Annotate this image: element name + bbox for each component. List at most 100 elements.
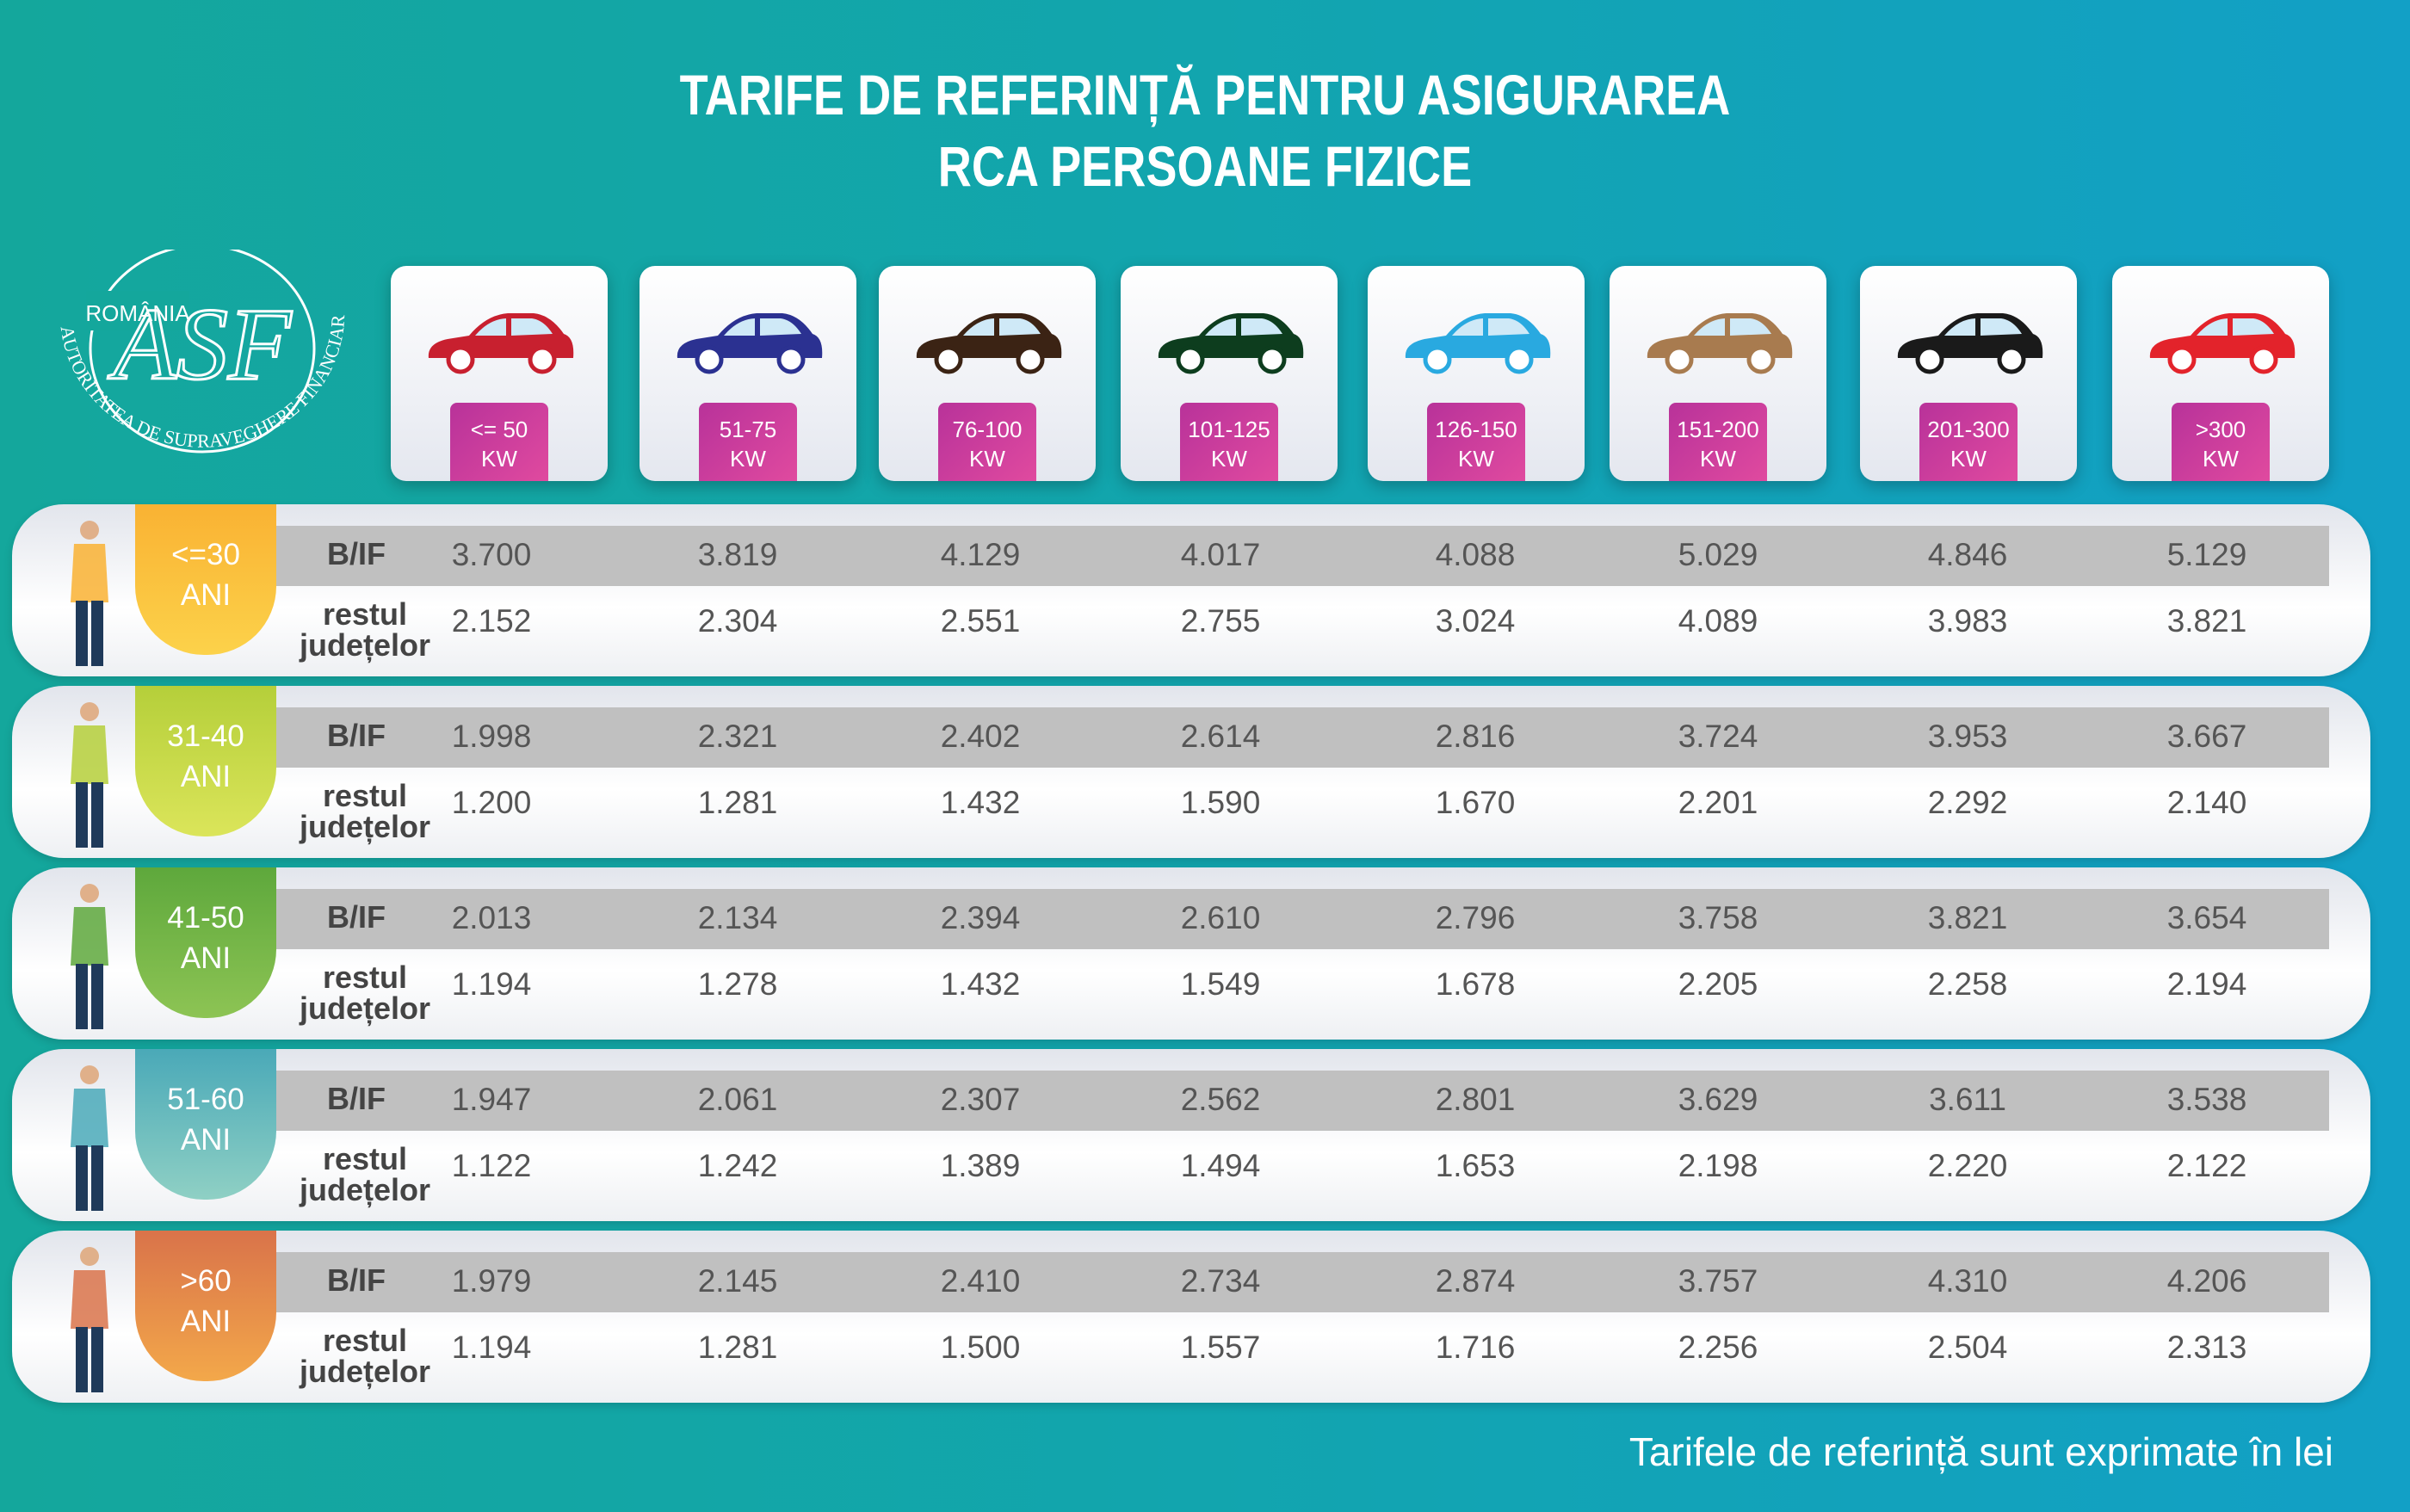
- rest-tariff: 1.281: [697, 1330, 778, 1365]
- suv-icon: [1647, 313, 1793, 374]
- bif-tariff: 4.017: [1180, 537, 1261, 572]
- convertible-icon: [1897, 313, 2043, 374]
- rest-tariff: 2.201: [1678, 785, 1758, 820]
- age-unit: ANI: [180, 941, 232, 975]
- bif-tariff: 3.821: [1927, 900, 2008, 935]
- rest-tariff: 2.551: [940, 603, 1021, 639]
- rest-tariff: 2.304: [697, 603, 778, 639]
- asf-logo: ROMÂNIA ASF AUTORITATEA DE SUPRAVEGHERE …: [43, 250, 349, 454]
- person-icon: [71, 884, 108, 1029]
- sedan-icon: [916, 313, 1062, 374]
- label-rest-line2: județelor: [299, 1172, 430, 1207]
- bif-tariff: 2.610: [1180, 900, 1261, 935]
- rest-tariff: 2.755: [1180, 603, 1261, 639]
- bif-band: [276, 1071, 2329, 1131]
- rest-tariff: 1.590: [1180, 785, 1261, 820]
- rest-tariff: 1.194: [451, 966, 532, 1002]
- rest-tariff: 1.670: [1435, 785, 1516, 820]
- minivan-icon: [1158, 313, 1304, 374]
- rest-tariff: 2.313: [2166, 1330, 2247, 1365]
- bif-tariff: 2.134: [697, 900, 778, 935]
- label-bif: B/IF: [327, 1081, 386, 1116]
- label-rest-line1: restul: [322, 960, 408, 995]
- rest-tariff: 1.242: [697, 1148, 778, 1183]
- power-range: 76-100: [952, 417, 1023, 442]
- bif-tariff: 2.614: [1180, 719, 1261, 754]
- rest-tariff: 1.678: [1435, 966, 1516, 1002]
- label-rest: restul județelor: [279, 1144, 451, 1206]
- bif-tariff: 2.307: [940, 1082, 1021, 1117]
- age-badge: 31-40 ANI: [135, 686, 276, 836]
- bif-tariff: 3.611: [1929, 1082, 2006, 1117]
- label-rest: restul județelor: [279, 599, 451, 661]
- age-range: 31-40: [167, 719, 244, 753]
- bif-tariff: 2.321: [697, 719, 778, 754]
- age-group-row: 31-40 ANI B/IF restul județelor 1.998 2.321 2.4…: [12, 686, 2370, 858]
- rest-tariff: 2.258: [1927, 966, 2008, 1002]
- age-group-row: 51-60 ANI B/IF restul județelor 1.947 2.061 2.3…: [12, 1049, 2370, 1221]
- power-range-badge: 101-125 KW: [1180, 403, 1278, 481]
- power-range-badge: >300 KW: [2172, 403, 2270, 481]
- rest-tariff: 1.278: [697, 966, 778, 1002]
- rest-tariff: 1.500: [940, 1330, 1021, 1365]
- label-rest-line1: restul: [322, 596, 408, 632]
- rest-tariff: 4.089: [1678, 603, 1758, 639]
- bif-tariff: 5.129: [2166, 537, 2247, 572]
- label-rest-line2: județelor: [299, 1354, 430, 1389]
- person-icon: [71, 1065, 108, 1211]
- power-unit: KW: [1950, 446, 1987, 472]
- rest-tariff: 2.194: [2166, 966, 2247, 1002]
- rest-tariff: 2.220: [1927, 1148, 2008, 1183]
- age-group-row: <=30 ANI B/IF restul județelor 3.700 3.819 4.12…: [12, 504, 2370, 676]
- svg-text:ROMÂNIA: ROMÂNIA: [85, 300, 190, 326]
- title-line-1: TARIFE DE REFERINȚĂ PENTRU ASIGURAREA: [679, 63, 1731, 127]
- bif-tariff: 3.758: [1678, 900, 1758, 935]
- label-rest-line1: restul: [322, 778, 408, 813]
- rest-tariff: 1.194: [451, 1330, 532, 1365]
- bif-tariff: 5.029: [1678, 537, 1758, 572]
- bif-tariff: 2.402: [940, 719, 1021, 754]
- bif-tariff: 3.629: [1678, 1082, 1758, 1117]
- power-range-badge: 201-300 KW: [1919, 403, 2018, 481]
- power-range: 201-300: [1927, 417, 2010, 442]
- rest-tariff: 1.122: [451, 1148, 532, 1183]
- bif-tariff: 3.667: [2166, 719, 2247, 754]
- age-unit: ANI: [180, 1123, 232, 1157]
- power-column-header: >300 KW: [2112, 266, 2329, 481]
- sports-car-icon: [2149, 313, 2296, 374]
- label-rest: restul județelor: [279, 781, 451, 842]
- age-unit: ANI: [180, 1305, 232, 1338]
- label-bif: B/IF: [327, 718, 386, 753]
- rest-tariff: 2.140: [2166, 785, 2247, 820]
- power-range: 151-200: [1677, 417, 1759, 442]
- bif-tariff: 2.394: [940, 900, 1021, 935]
- power-unit: KW: [481, 446, 517, 472]
- rest-tariff: 2.504: [1927, 1330, 2008, 1365]
- rest-tariff: 1.557: [1180, 1330, 1261, 1365]
- power-range-badge: 126-150 KW: [1427, 403, 1525, 481]
- power-range-badge: 151-200 KW: [1669, 403, 1767, 481]
- label-rest-line1: restul: [322, 1323, 408, 1358]
- age-range: <=30: [171, 538, 240, 571]
- title-line-2: RCA PERSOANE FIZICE: [937, 134, 1473, 198]
- bif-tariff: 4.129: [940, 537, 1021, 572]
- hatchback-small-icon: [428, 313, 574, 374]
- rest-tariff: 1.494: [1180, 1148, 1261, 1183]
- power-unit: KW: [969, 446, 1005, 472]
- age-unit: ANI: [180, 578, 232, 612]
- bif-tariff: 3.953: [1927, 719, 2008, 754]
- person-icon: [71, 521, 108, 666]
- power-unit: KW: [730, 446, 766, 472]
- bif-tariff: 4.206: [2166, 1263, 2247, 1299]
- power-column-header: 51-75 KW: [640, 266, 856, 481]
- bif-tariff: 2.796: [1435, 900, 1516, 935]
- bif-tariff: 3.700: [451, 537, 532, 572]
- label-rest-line2: județelor: [299, 809, 430, 844]
- age-badge: 41-50 ANI: [135, 867, 276, 1018]
- bif-tariff: 1.947: [451, 1082, 532, 1117]
- rest-tariff: 3.821: [2166, 603, 2247, 639]
- label-rest-line1: restul: [322, 1141, 408, 1176]
- power-column-header: 76-100 KW: [879, 266, 1096, 481]
- person-icon: [71, 702, 108, 848]
- power-range: 51-75: [719, 417, 777, 442]
